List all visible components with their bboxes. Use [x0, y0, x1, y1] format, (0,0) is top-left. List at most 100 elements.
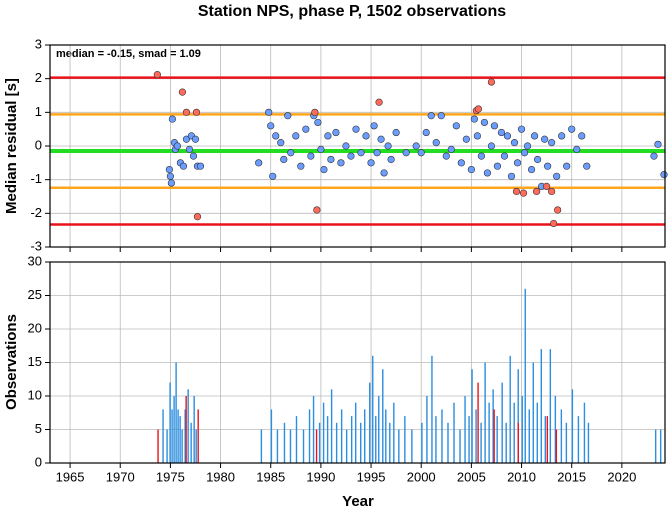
point: [367, 159, 375, 167]
point: [568, 125, 576, 133]
bar: [544, 416, 547, 463]
bar: [496, 416, 498, 463]
bar: [197, 409, 199, 463]
point: [422, 128, 430, 137]
point: [168, 115, 176, 123]
bar: [260, 429, 263, 463]
point: [255, 159, 263, 167]
bar: [493, 409, 495, 463]
bar: [488, 402, 490, 463]
point: [191, 135, 200, 143]
bar: [464, 396, 466, 463]
point: [166, 172, 174, 180]
point: [302, 125, 310, 133]
bar: [372, 355, 374, 463]
point: [548, 187, 556, 196]
bar: [532, 362, 534, 463]
x-axis-label: Year: [342, 493, 374, 510]
point: [578, 132, 586, 140]
x-tick-label: 1995: [357, 469, 386, 484]
bar: [354, 402, 357, 463]
bar: [453, 402, 455, 463]
x-tick-label: 2005: [457, 469, 486, 484]
bar: [364, 409, 366, 463]
point: [432, 139, 440, 147]
point: [324, 132, 332, 140]
point: [473, 132, 481, 140]
bar: [175, 362, 177, 463]
bar: [484, 362, 486, 463]
point: [543, 182, 551, 190]
point: [178, 88, 187, 96]
point: [384, 142, 392, 150]
point: [493, 162, 502, 170]
bar: [398, 429, 400, 463]
y-tick-label: 0: [35, 137, 42, 152]
bar: [179, 416, 181, 463]
point: [377, 135, 385, 143]
point: [527, 165, 536, 174]
y-tick-label: 10: [28, 387, 42, 402]
point: [327, 155, 335, 164]
bar: [540, 349, 542, 463]
point: [412, 142, 420, 150]
point: [452, 122, 460, 130]
bar: [517, 422, 519, 463]
x-tick-label: 1970: [106, 469, 135, 484]
point: [650, 152, 658, 160]
bar: [536, 402, 538, 463]
point: [347, 152, 355, 160]
point: [512, 187, 521, 196]
bar: [184, 409, 186, 463]
bar: [185, 396, 187, 463]
bar: [193, 396, 195, 463]
point: [500, 152, 509, 160]
bar: [181, 429, 183, 463]
point: [533, 155, 542, 164]
bar: [505, 422, 507, 463]
bar: [195, 429, 197, 463]
x-tick-label: 2000: [407, 469, 436, 484]
point: [387, 155, 395, 164]
point: [510, 139, 519, 147]
plot-frame: [49, 261, 666, 464]
bar: [554, 396, 557, 463]
point: [490, 122, 499, 130]
bar: [326, 416, 329, 463]
point: [530, 132, 539, 140]
point: [287, 149, 295, 157]
point: [313, 206, 321, 214]
x-tick-label: 1980: [206, 469, 235, 484]
bar: [435, 416, 437, 463]
bar: [555, 429, 558, 463]
bar: [382, 369, 384, 463]
bar: [426, 396, 428, 463]
bar: [411, 429, 413, 463]
point: [352, 125, 360, 133]
bar: [659, 429, 662, 463]
point: [503, 132, 512, 140]
point: [417, 149, 425, 157]
point: [269, 172, 277, 180]
point: [563, 162, 571, 170]
bar: [171, 409, 173, 463]
point: [477, 152, 486, 160]
point: [474, 105, 482, 113]
bar: [166, 429, 168, 463]
bar: [162, 409, 164, 463]
point: [437, 112, 445, 120]
y-tick-label: 3: [35, 36, 42, 51]
point: [470, 115, 478, 123]
point: [380, 169, 388, 177]
x-tick-label: 1985: [256, 469, 285, 484]
point: [554, 206, 562, 214]
point: [541, 135, 549, 143]
y-tick-label: 0: [35, 454, 42, 469]
plot-frame: [49, 44, 666, 248]
bar: [404, 416, 406, 463]
bar: [335, 422, 338, 463]
bar: [389, 422, 391, 463]
point: [179, 162, 188, 170]
bar: [509, 355, 511, 463]
